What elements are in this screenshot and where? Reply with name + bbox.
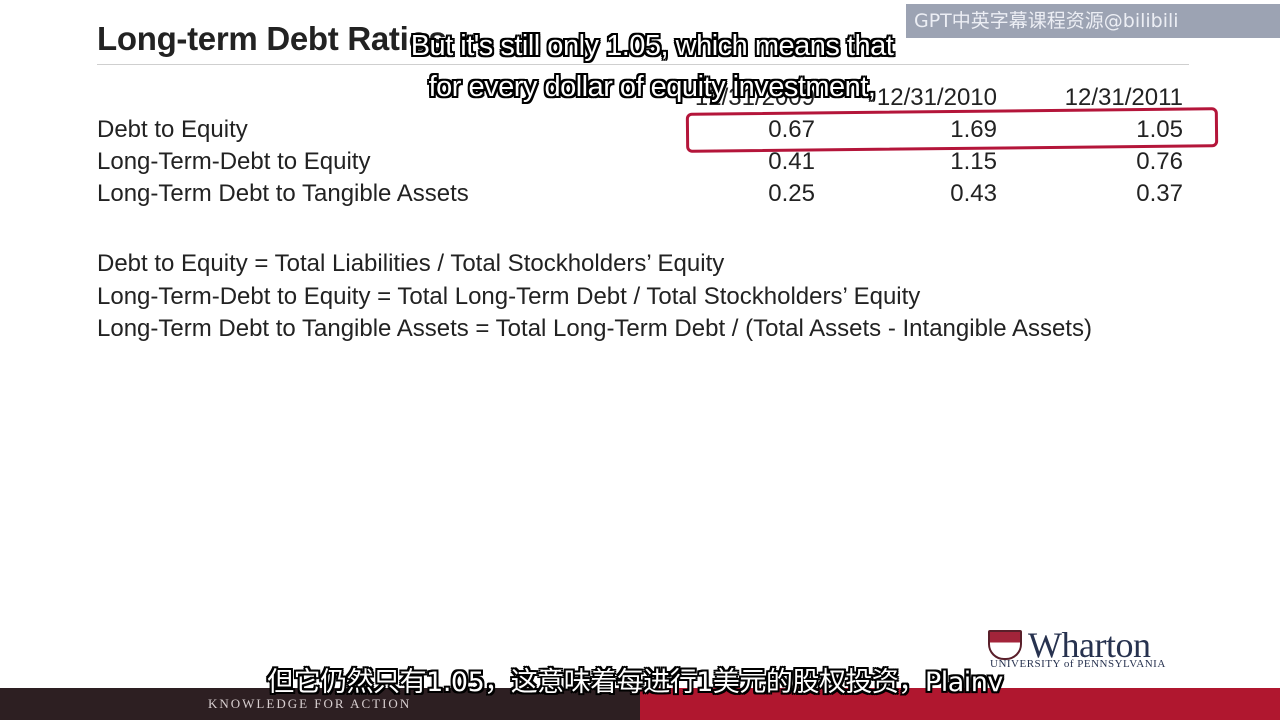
- subtitle-english-line-2: for every dollar of equity investment,: [428, 71, 876, 103]
- table-row: Long-Term Debt to Tangible Assets 0.25 0…: [97, 180, 1197, 210]
- table-cell: 1.15: [950, 148, 997, 175]
- table-row: Long-Term-Debt to Equity 0.41 1.15 0.76: [97, 148, 1197, 178]
- table-cell: 0.41: [768, 148, 815, 175]
- column-header: 12/31/2009: [694, 84, 815, 111]
- table-cell: 0.43: [950, 180, 997, 207]
- table-cell: 0.76: [1136, 148, 1183, 175]
- footer-bar-dark: [0, 688, 640, 720]
- title-divider: [97, 64, 1189, 65]
- formula-ltd-to-equity: Long-Term-Debt to Equity = Total Long-Te…: [97, 282, 921, 310]
- wharton-logo: Wharton UNIVERSITY of PENNSYLVANIA: [988, 625, 1198, 672]
- slide-title: Long-term Debt Ratios: [97, 20, 447, 57]
- subtitle-english-line-1: But it's still only 1.05, which means th…: [410, 30, 894, 62]
- row-label: Long-Term-Debt to Equity: [97, 148, 371, 175]
- table-cell: 0.25: [768, 180, 815, 207]
- table-row: Debt to Equity 0.67 1.69 1.05: [97, 116, 1197, 146]
- row-label: Long-Term Debt to Tangible Assets: [97, 180, 469, 207]
- table-cell: 1.05: [1136, 116, 1183, 143]
- watermark: GPT中英字幕课程资源@bilibili: [906, 4, 1280, 38]
- row-label: Debt to Equity: [97, 116, 248, 143]
- column-header: 12/31/2010: [876, 84, 997, 111]
- logo-subtitle: UNIVERSITY of PENNSYLVANIA: [990, 658, 1166, 670]
- table-cell: 0.37: [1136, 180, 1183, 207]
- table-header-row: 12/31/2009 12/31/2010 12/31/2011: [97, 84, 1197, 114]
- footer-tagline: KNOWLEDGE FOR ACTION: [208, 696, 412, 711]
- table-cell: 1.69: [950, 116, 997, 143]
- formula-debt-to-equity: Debt to Equity = Total Liabilities / Tot…: [97, 250, 725, 277]
- highlight-box: [685, 107, 1219, 153]
- table-cell: 0.67: [768, 116, 815, 143]
- formula-ltd-to-tangible-assets: Long-Term Debt to Tangible Assets = Tota…: [97, 315, 1092, 342]
- subtitle-chinese: 但它仍然只有1.05，这意味着每进行1美元的股权投资，Plainv: [267, 667, 1003, 698]
- formula-list: Debt to Equity = Total Liabilities / Tot…: [97, 248, 1147, 346]
- logo-wordmark: Wharton: [1028, 625, 1151, 665]
- footer-bar-red: [640, 688, 1280, 720]
- column-header: 12/31/2011: [1064, 84, 1183, 111]
- shield-icon: [988, 630, 1022, 660]
